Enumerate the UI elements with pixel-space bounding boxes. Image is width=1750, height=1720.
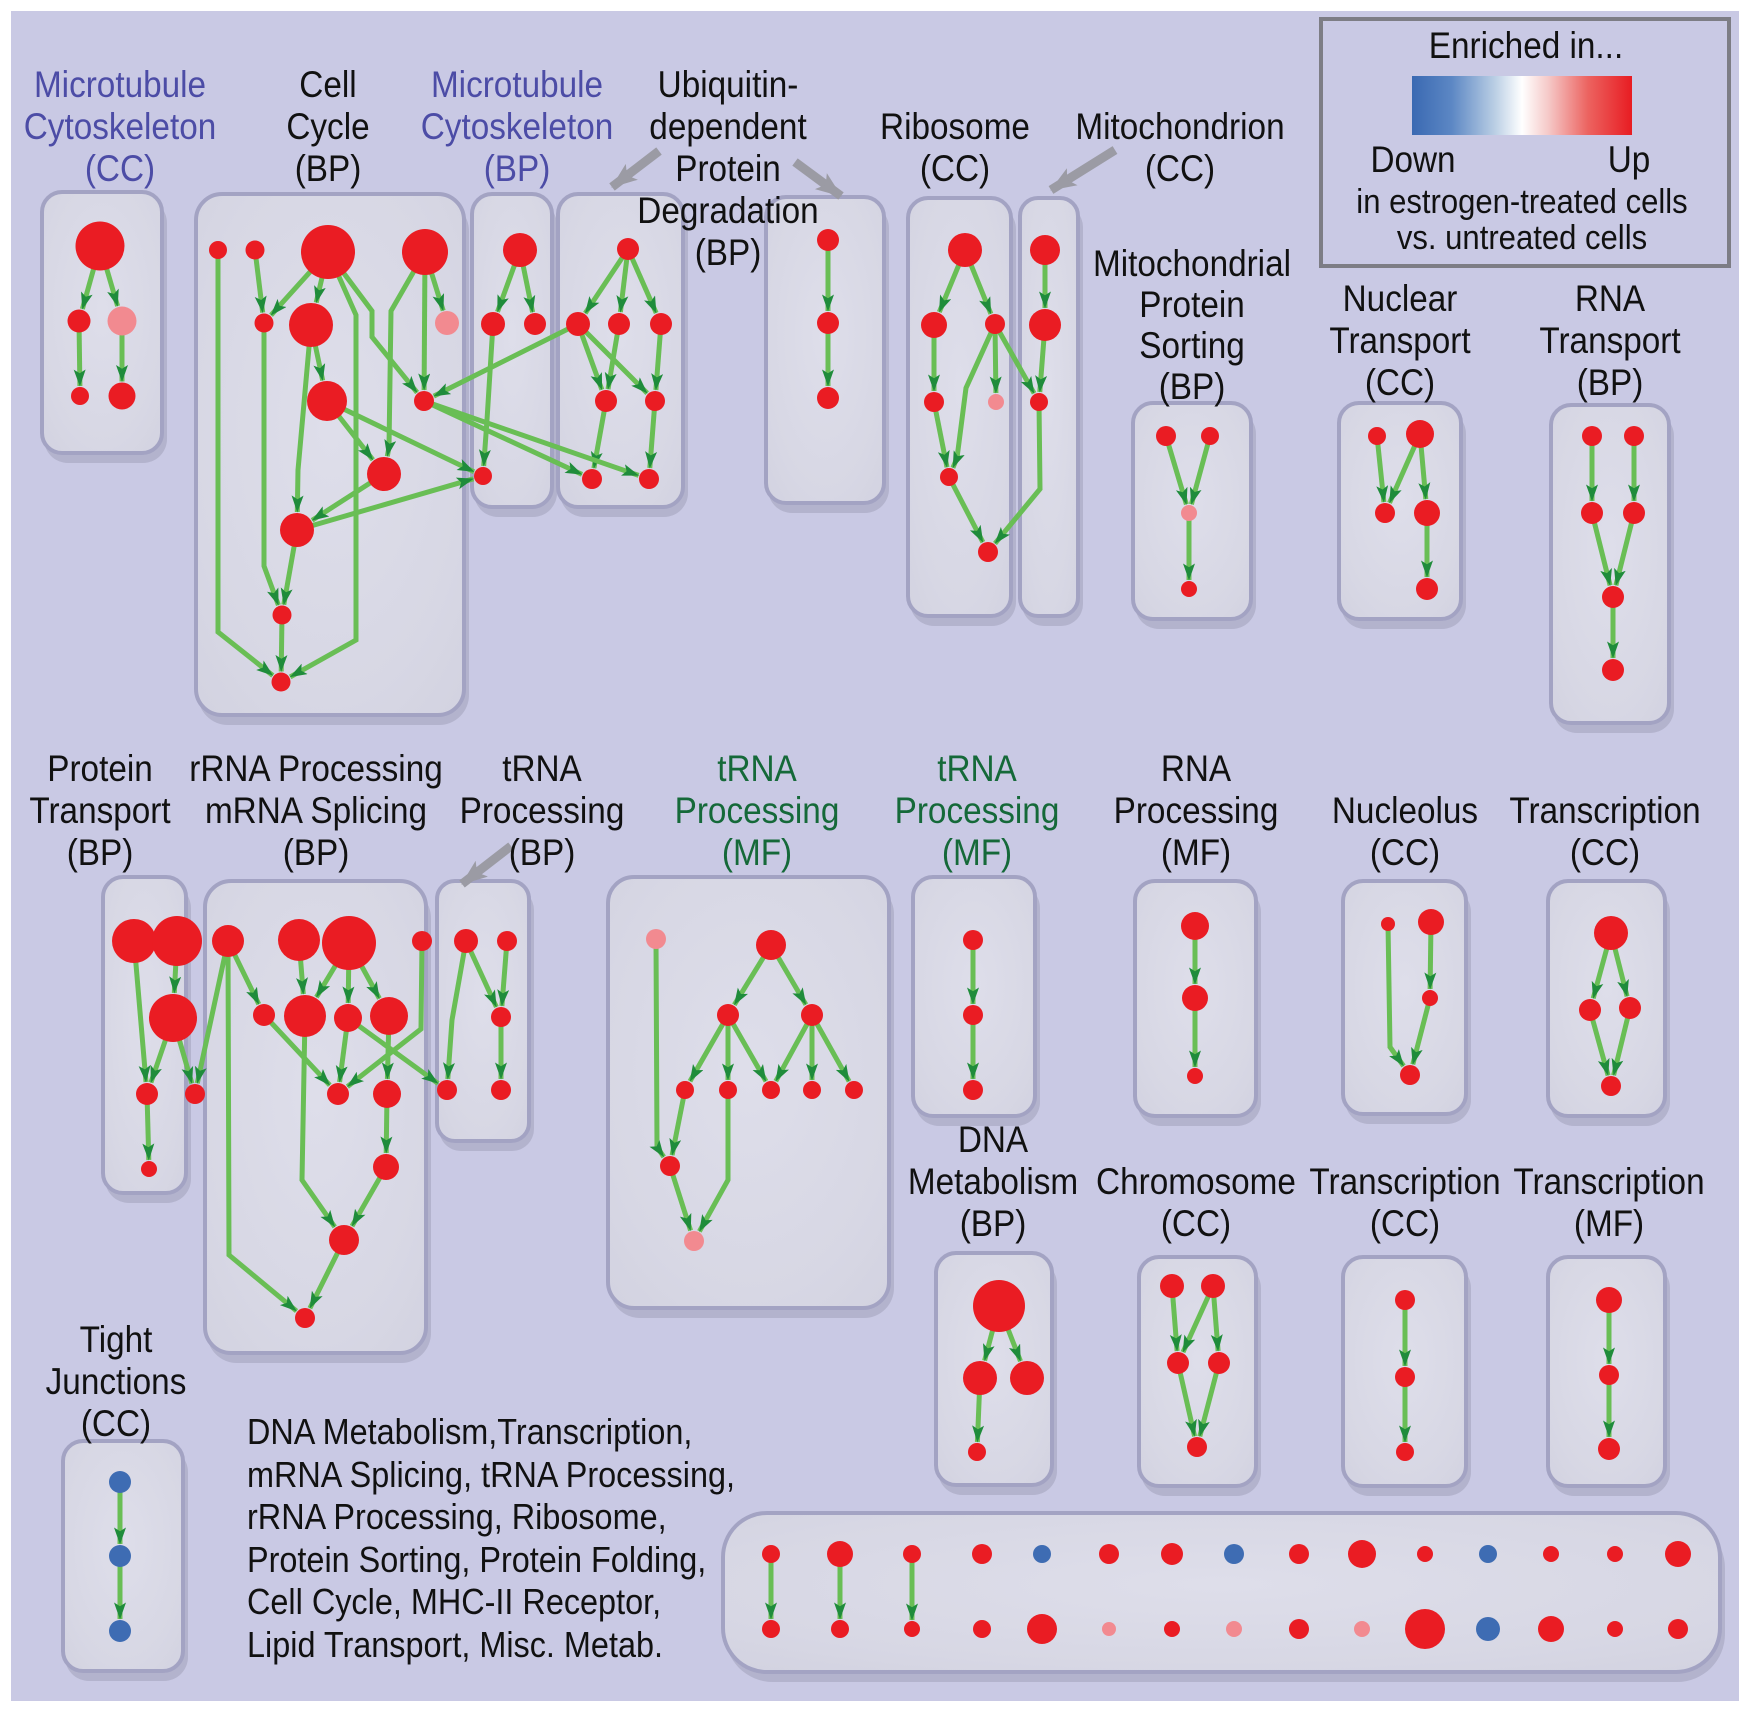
svg-text:in estrogen-treated cells: in estrogen-treated cells [1356,183,1687,221]
svg-text:Up: Up [1608,139,1651,180]
svg-text:Down: Down [1370,139,1455,180]
svg-text:Chromosome(CC): Chromosome (CC) [1096,1161,1296,1244]
svg-text:vs. untreated cells: vs. untreated cells [1397,219,1647,257]
svg-text:Transcription(CC): Transcription (CC) [1509,790,1700,873]
svg-text:Transcription(CC): Transcription (CC) [1309,1161,1500,1244]
svg-text:Mitochondrion(CC): Mitochondrion (CC) [1075,106,1284,189]
svg-text:DNA Metabolism,Transcription,m: DNA Metabolism,Transcription, mRNA Splici… [247,1411,735,1665]
svg-text:Ribosome(CC): Ribosome (CC) [880,106,1030,189]
svg-text:Enriched in...: Enriched in... [1429,25,1623,66]
svg-text:Nucleolus(CC): Nucleolus (CC) [1332,790,1478,873]
svg-text:Transcription(MF): Transcription (MF) [1513,1161,1704,1244]
